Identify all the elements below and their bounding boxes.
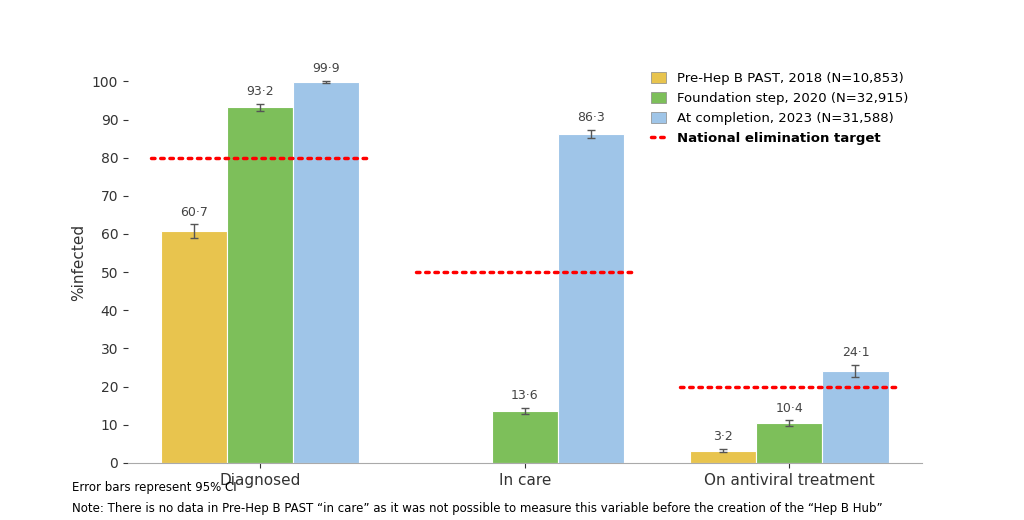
Bar	[757, 423, 822, 463]
Text: Error bars represent 95% CI: Error bars represent 95% CI	[72, 482, 237, 495]
Bar	[293, 82, 359, 463]
Bar	[558, 134, 624, 463]
Text: 24·1: 24·1	[842, 346, 869, 359]
Text: 86·3: 86·3	[578, 111, 605, 124]
Text: 10·4: 10·4	[775, 402, 803, 415]
Legend: Pre-Hep B PAST, 2018 (N=10,853), Foundation step, 2020 (N=32,915), At completion: Pre-Hep B PAST, 2018 (N=10,853), Foundat…	[644, 65, 915, 152]
Bar	[822, 371, 889, 463]
Text: 93·2: 93·2	[247, 85, 274, 98]
Bar	[690, 451, 757, 463]
Bar	[492, 411, 558, 463]
Text: 13·6: 13·6	[511, 389, 539, 402]
Text: 3·2: 3·2	[714, 431, 733, 444]
Text: 60·7: 60·7	[180, 206, 208, 219]
Bar	[161, 231, 227, 463]
Y-axis label: %infected: %infected	[72, 224, 86, 301]
Text: Note: There is no data in Pre-Hep B PAST “in care” as it was not possible to mea: Note: There is no data in Pre-Hep B PAST…	[72, 502, 883, 515]
Bar	[227, 108, 293, 463]
Text: 99·9: 99·9	[312, 62, 340, 75]
